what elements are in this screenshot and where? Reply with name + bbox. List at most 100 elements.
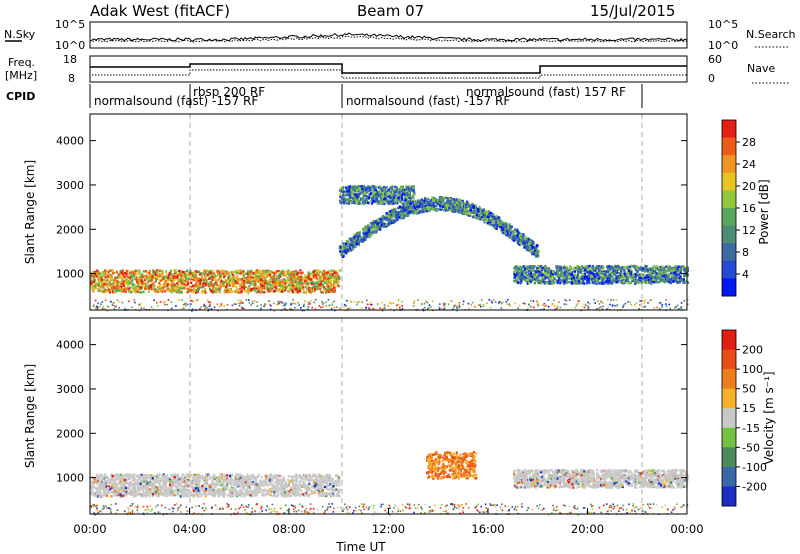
range-cell <box>109 269 112 272</box>
range-cell <box>531 278 534 281</box>
range-cell <box>396 215 399 219</box>
range-cell <box>538 270 541 273</box>
range-cell <box>301 279 304 282</box>
range-cell <box>547 274 550 277</box>
range-cell <box>157 275 160 278</box>
range-cell <box>676 267 679 270</box>
range-cell <box>252 287 255 290</box>
range-cell <box>163 282 166 286</box>
range-cell <box>477 210 480 213</box>
range-cell <box>168 287 171 290</box>
range-cell <box>272 278 275 281</box>
range-cell <box>157 290 160 293</box>
range-cell <box>652 278 655 281</box>
range-cell <box>160 289 163 293</box>
date-title: 15/Jul/2015 <box>590 2 675 20</box>
range-cell <box>387 202 390 206</box>
range-cell <box>372 195 375 198</box>
range-cell <box>90 275 93 278</box>
range-cell <box>586 269 589 273</box>
range-cell <box>223 281 226 284</box>
range-cell <box>339 245 342 249</box>
range-cell <box>381 217 384 220</box>
range-cell <box>587 275 590 278</box>
range-cell <box>110 275 113 278</box>
range-cell <box>224 279 227 282</box>
range-cell <box>356 242 359 245</box>
range-cell <box>140 275 143 278</box>
range-cell <box>486 220 489 223</box>
range-cell <box>372 219 376 223</box>
range-cell <box>183 281 186 284</box>
range-cell <box>352 244 355 247</box>
range-cell <box>531 276 534 279</box>
range-cell <box>486 210 489 213</box>
range-cell <box>524 276 527 280</box>
range-cell <box>149 276 152 279</box>
range-cell <box>269 284 272 287</box>
range-cell <box>409 187 412 190</box>
range-cell <box>194 285 197 289</box>
range-cell <box>121 269 124 272</box>
range-cell <box>141 277 144 280</box>
range-cell <box>323 273 326 276</box>
range-cell <box>384 191 387 194</box>
range-cell <box>339 247 342 250</box>
range-cell <box>474 208 477 211</box>
range-cell <box>536 279 539 282</box>
range-cell <box>156 270 159 273</box>
range-cell <box>284 281 287 284</box>
range-cell <box>244 276 248 280</box>
range-cell <box>384 216 387 220</box>
range-cell <box>216 270 219 273</box>
range-cell <box>379 220 383 223</box>
range-cell <box>586 265 589 268</box>
range-cell <box>203 269 206 272</box>
range-cell <box>103 288 106 291</box>
range-cell <box>105 279 108 283</box>
range-cell <box>392 202 395 205</box>
range-cell <box>434 198 437 201</box>
range-cell <box>189 274 192 277</box>
range-cell <box>633 273 636 276</box>
range-cell <box>363 192 366 195</box>
range-cell <box>270 271 273 274</box>
range-cell <box>357 241 360 245</box>
range-cell <box>245 278 248 281</box>
range-cell <box>455 204 458 207</box>
range-cell <box>652 271 655 275</box>
range-cell <box>318 285 321 288</box>
range-cell <box>677 277 680 280</box>
range-cell <box>662 277 665 280</box>
range-cell <box>624 273 627 276</box>
range-cell <box>353 199 356 202</box>
range-cell <box>350 243 353 246</box>
range-cell <box>402 208 405 211</box>
range-cell <box>114 280 117 283</box>
range-cell <box>452 210 455 213</box>
range-cell <box>657 272 660 276</box>
range-cell <box>600 278 603 281</box>
range-cell <box>557 268 560 272</box>
range-cell <box>364 232 367 235</box>
range-cell <box>345 200 348 204</box>
range-cell <box>133 270 136 273</box>
range-cell <box>523 265 526 268</box>
range-cell <box>561 272 565 275</box>
range-cell <box>170 273 173 276</box>
range-cell <box>664 276 667 279</box>
range-cell <box>674 279 677 282</box>
range-cell <box>91 274 94 278</box>
range-cell <box>197 288 201 291</box>
range-cell <box>530 240 533 243</box>
range-cell <box>615 277 618 280</box>
range-cell <box>355 242 358 246</box>
range-cell <box>333 289 336 292</box>
range-cell <box>591 269 594 272</box>
cpid-segment-2: rbsp 200 RF <box>193 85 265 99</box>
range-cell <box>279 275 282 278</box>
range-cell <box>293 280 296 283</box>
range-cell <box>448 206 451 210</box>
range-cell <box>178 271 182 274</box>
range-cell <box>367 185 370 188</box>
